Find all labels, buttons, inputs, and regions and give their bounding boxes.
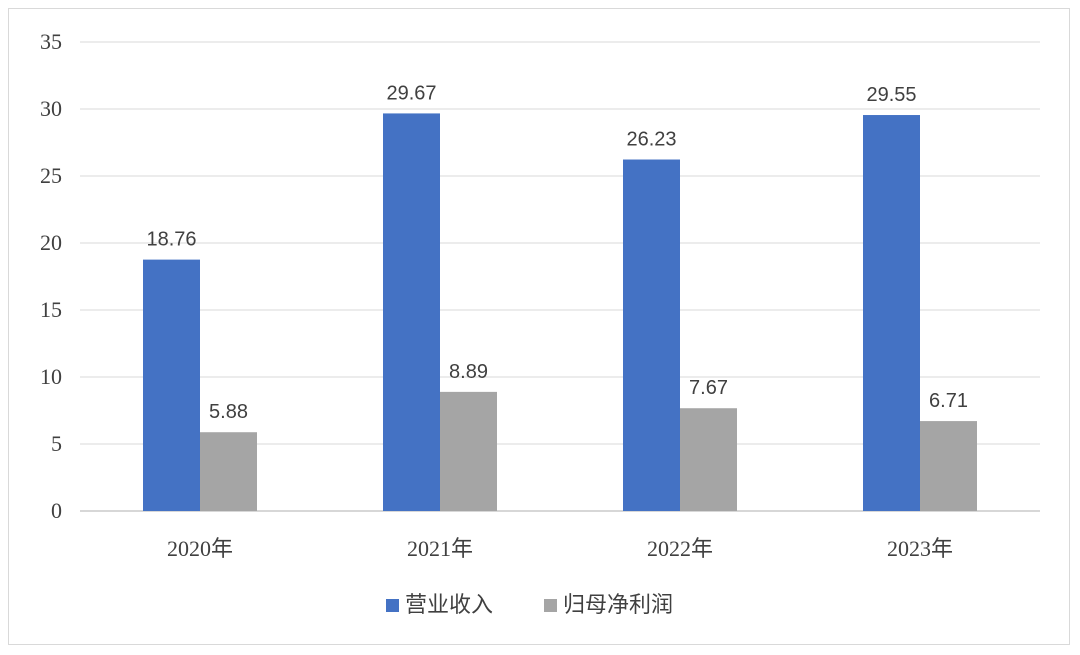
- data-label: 18.76: [146, 229, 196, 251]
- bar-net-profit: [440, 391, 497, 511]
- data-label: 6.71: [929, 390, 968, 412]
- legend-swatch: [386, 599, 399, 612]
- y-tick-label: 5: [51, 431, 62, 456]
- y-tick-label: 0: [51, 498, 62, 523]
- data-label: 5.88: [209, 401, 248, 423]
- bar-net-profit: [680, 408, 737, 511]
- x-tick-label: 2023年: [887, 536, 953, 561]
- y-tick-label: 15: [40, 297, 62, 322]
- legend-label: 归母净利润: [563, 593, 673, 618]
- bar-net-profit: [200, 432, 257, 511]
- data-label: 29.55: [866, 84, 916, 106]
- x-tick-label: 2021年: [407, 536, 473, 561]
- bar-revenue: [143, 259, 200, 511]
- data-labels: 18.76 5.88 29.67 8.89 26.23 7.67 29.55 6.71: [146, 82, 968, 423]
- legend-label: 营业收入: [405, 593, 493, 618]
- y-axis-ticks: 0 5 10 15 20 25 30 35: [40, 29, 62, 523]
- x-tick-label: 2020年: [167, 536, 233, 561]
- legend: 营业收入 归母净利润: [386, 593, 673, 618]
- y-tick-label: 35: [40, 29, 62, 54]
- legend-swatch: [544, 599, 557, 612]
- x-axis-ticks: 2020年 2021年 2022年 2023年: [167, 536, 953, 561]
- bars: [143, 113, 977, 511]
- bar-revenue: [623, 159, 680, 511]
- y-tick-label: 10: [40, 364, 62, 389]
- data-label: 7.67: [689, 377, 728, 399]
- data-label: 26.23: [626, 129, 676, 151]
- y-tick-label: 25: [40, 163, 62, 188]
- y-tick-label: 20: [40, 230, 62, 255]
- bar-revenue: [863, 115, 920, 511]
- x-tick-label: 2022年: [647, 536, 713, 561]
- bar-revenue: [383, 113, 440, 511]
- data-label: 8.89: [449, 361, 488, 383]
- data-label: 29.67: [386, 82, 436, 104]
- bar-net-profit: [920, 421, 977, 511]
- y-tick-label: 30: [40, 96, 62, 121]
